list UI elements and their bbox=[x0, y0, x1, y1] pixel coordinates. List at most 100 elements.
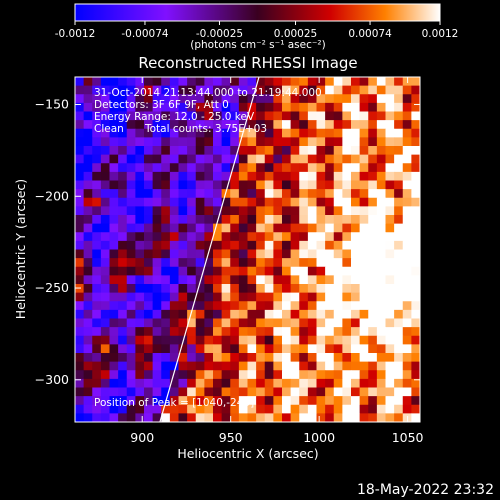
heatmap-cell bbox=[221, 370, 231, 380]
heatmap-cell bbox=[204, 413, 214, 422]
heatmap-cell bbox=[368, 215, 378, 225]
heatmap-cell bbox=[161, 223, 171, 233]
heatmap-cell bbox=[221, 154, 231, 164]
heatmap-cell bbox=[238, 404, 248, 414]
heatmap-cell bbox=[411, 120, 420, 130]
heatmap-cell bbox=[195, 344, 205, 354]
heatmap-cell bbox=[368, 318, 378, 328]
annotation-energy-range: Energy Range: 12.0 - 25.0 keV bbox=[94, 111, 255, 123]
heatmap-cell bbox=[221, 275, 231, 285]
heatmap-cell bbox=[230, 77, 240, 87]
heatmap-cell bbox=[376, 301, 386, 311]
heatmap-cell bbox=[100, 215, 110, 225]
heatmap-cell bbox=[402, 396, 412, 406]
heatmap-cell bbox=[126, 120, 136, 130]
heatmap-cell bbox=[238, 85, 248, 95]
heatmap-cell bbox=[238, 94, 248, 104]
heatmap-cell bbox=[376, 111, 386, 121]
heatmap-cell bbox=[325, 111, 335, 121]
heatmap-cell bbox=[135, 249, 145, 259]
heatmap-cell bbox=[299, 370, 309, 380]
heatmap-cell bbox=[135, 206, 145, 216]
heatmap-cell bbox=[135, 370, 145, 380]
heatmap-cell bbox=[342, 284, 352, 294]
heatmap-cell bbox=[325, 189, 335, 199]
heatmap-cell bbox=[368, 197, 378, 207]
heatmap-cell bbox=[169, 77, 179, 87]
heatmap-cell bbox=[282, 154, 292, 164]
heatmap-cell bbox=[368, 94, 378, 104]
heatmap-cell bbox=[109, 171, 119, 181]
heatmap-cell bbox=[195, 171, 205, 181]
heatmap-cell bbox=[126, 249, 136, 259]
heatmap-cell bbox=[118, 232, 128, 242]
heatmap-cell bbox=[187, 292, 197, 302]
heatmap-cell bbox=[187, 396, 197, 406]
heatmap-cell bbox=[161, 137, 171, 147]
heatmap-cell bbox=[264, 85, 274, 95]
heatmap-cell bbox=[118, 284, 128, 294]
heatmap-cell bbox=[144, 335, 154, 345]
heatmap-cell bbox=[238, 215, 248, 225]
heatmap-cell bbox=[178, 232, 188, 242]
heatmap-cell bbox=[187, 85, 197, 95]
heatmap-cell bbox=[230, 215, 240, 225]
heatmap-cell bbox=[187, 378, 197, 388]
heatmap-cell bbox=[92, 361, 102, 371]
heatmap-cell bbox=[394, 223, 404, 233]
heatmap-cell bbox=[204, 197, 214, 207]
heatmap-cell bbox=[256, 301, 266, 311]
heatmap-cell bbox=[118, 292, 128, 302]
heatmap-cell bbox=[178, 249, 188, 259]
heatmap-cell bbox=[316, 85, 326, 95]
heatmap-cell bbox=[195, 258, 205, 268]
heatmap-cell bbox=[307, 396, 317, 406]
heatmap-cell bbox=[169, 111, 179, 121]
heatmap-cell bbox=[126, 378, 136, 388]
heatmap-cell bbox=[152, 413, 162, 422]
heatmap-cell bbox=[204, 387, 214, 397]
heatmap-cell bbox=[411, 266, 420, 276]
heatmap-cell bbox=[126, 301, 136, 311]
heatmap-cell bbox=[230, 292, 240, 302]
heatmap-cell bbox=[264, 180, 274, 190]
heatmap-cell bbox=[351, 154, 361, 164]
heatmap-cell bbox=[221, 378, 231, 388]
heatmap-cell bbox=[144, 301, 154, 311]
heatmap-cell bbox=[161, 378, 171, 388]
heatmap-cell bbox=[376, 361, 386, 371]
heatmap-cell bbox=[118, 120, 128, 130]
heatmap-cell bbox=[238, 154, 248, 164]
heatmap-cell bbox=[118, 85, 128, 95]
heatmap-cell bbox=[221, 292, 231, 302]
heatmap-cell bbox=[316, 163, 326, 173]
heatmap-cell bbox=[376, 215, 386, 225]
heatmap-cell bbox=[307, 327, 317, 337]
heatmap-cell bbox=[195, 370, 205, 380]
heatmap-cell bbox=[264, 413, 274, 422]
heatmap-cell bbox=[83, 327, 93, 337]
heatmap-cell bbox=[368, 111, 378, 121]
heatmap-cell bbox=[213, 120, 223, 130]
heatmap-cell bbox=[402, 102, 412, 112]
heatmap-cell bbox=[290, 146, 300, 156]
heatmap-cell bbox=[152, 318, 162, 328]
heatmap-cell bbox=[256, 284, 266, 294]
heatmap-cell bbox=[385, 404, 395, 414]
heatmap-cell bbox=[75, 240, 85, 250]
heatmap-cell bbox=[290, 111, 300, 121]
heatmap-cell bbox=[282, 266, 292, 276]
heatmap-cell bbox=[213, 258, 223, 268]
heatmap-cell bbox=[169, 163, 179, 173]
heatmap-cell bbox=[351, 120, 361, 130]
heatmap-cell bbox=[299, 387, 309, 397]
heatmap-cell bbox=[238, 284, 248, 294]
heatmap-cell bbox=[204, 353, 214, 363]
heatmap-cell bbox=[394, 258, 404, 268]
heatmap-cell bbox=[273, 111, 283, 121]
heatmap-cell bbox=[264, 111, 274, 121]
heatmap-cell bbox=[264, 309, 274, 319]
heatmap-cell bbox=[238, 111, 248, 121]
heatmap-cell bbox=[135, 353, 145, 363]
heatmap-cell bbox=[316, 111, 326, 121]
